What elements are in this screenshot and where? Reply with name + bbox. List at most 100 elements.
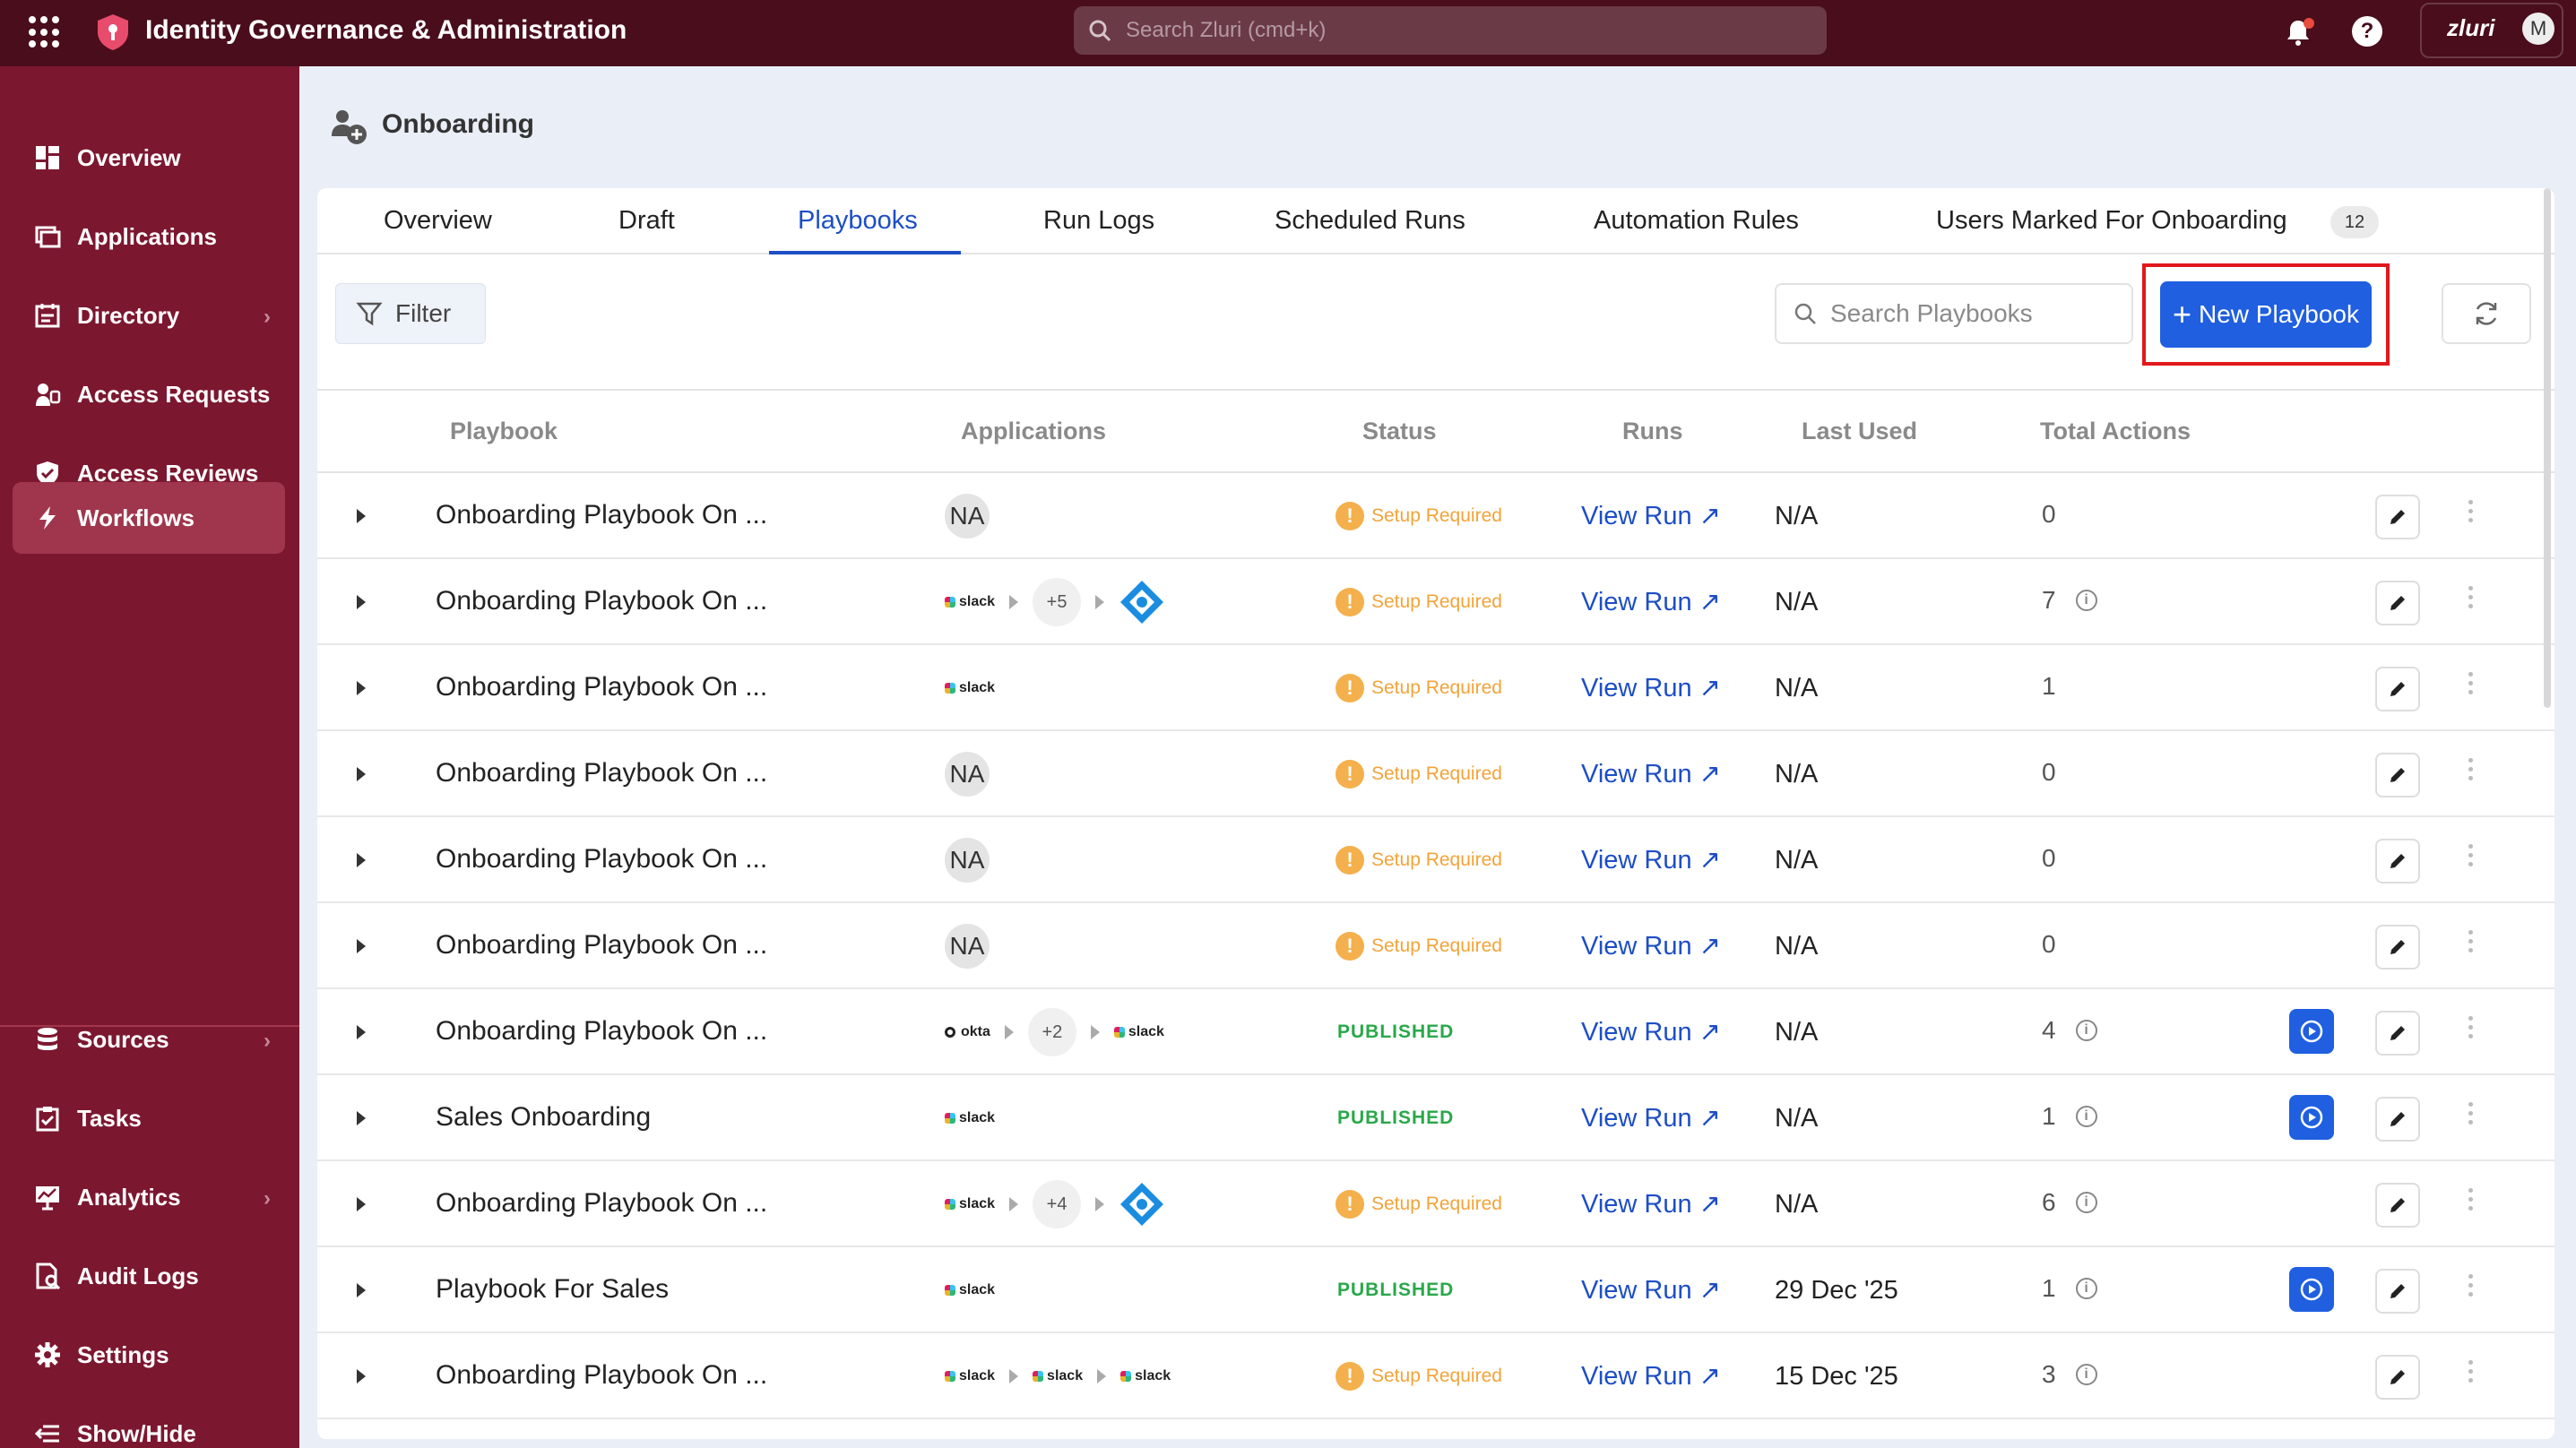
col-last-used[interactable]: Last Used bbox=[1802, 418, 1918, 444]
table-row[interactable]: Sales Onboarding slack PUBLISHED View Ru… bbox=[317, 1075, 2554, 1161]
tab-automation-rules[interactable]: Automation Rules bbox=[1594, 206, 1799, 235]
edit-button[interactable] bbox=[2375, 1097, 2420, 1142]
more-options-icon[interactable] bbox=[2468, 758, 2474, 780]
edit-button[interactable] bbox=[2375, 495, 2420, 539]
more-options-icon[interactable] bbox=[2468, 1102, 2474, 1125]
view-run-link[interactable]: View Run ↗ bbox=[1581, 932, 1721, 961]
help-icon[interactable]: ? bbox=[2352, 16, 2382, 47]
more-options-icon[interactable] bbox=[2468, 930, 2474, 952]
edit-button[interactable] bbox=[2375, 753, 2420, 797]
scrollbar[interactable] bbox=[2544, 188, 2551, 708]
more-apps-count[interactable]: +5 bbox=[1033, 578, 1082, 626]
more-apps-count[interactable]: +2 bbox=[1027, 1008, 1076, 1056]
playbook-name[interactable]: Onboarding Playbook On ... bbox=[436, 758, 768, 788]
more-options-icon[interactable] bbox=[2468, 844, 2474, 866]
view-run-link[interactable]: View Run ↗ bbox=[1581, 588, 1721, 616]
tab-scheduled-runs[interactable]: Scheduled Runs bbox=[1275, 206, 1465, 235]
col-applications[interactable]: Applications bbox=[961, 418, 1107, 444]
table-row[interactable]: Onboarding Playbook On ... NA ! Setup Req… bbox=[317, 817, 2554, 903]
playbook-name[interactable]: Onboarding Playbook On ... bbox=[436, 500, 768, 530]
filter-button[interactable]: Filter bbox=[335, 283, 486, 344]
table-row[interactable]: Onboarding Playbook On ... slack +5 ! Set… bbox=[317, 559, 2554, 645]
info-icon[interactable]: i bbox=[2075, 1192, 2097, 1213]
run-playbook-button[interactable] bbox=[2289, 1095, 2334, 1140]
table-row[interactable]: Onboarding Playbook On ... slack ! Setup … bbox=[317, 645, 2554, 731]
expand-caret-icon[interactable] bbox=[357, 1369, 366, 1383]
edit-button[interactable] bbox=[2375, 839, 2420, 883]
sidebar-item-workflows[interactable]: Workflows bbox=[13, 482, 285, 554]
sidebar-item-applications[interactable]: Applications bbox=[13, 201, 285, 272]
col-runs[interactable]: Runs bbox=[1622, 418, 1683, 444]
playbook-name[interactable]: Onboarding Playbook On ... bbox=[436, 1360, 768, 1390]
view-run-link[interactable]: View Run ↗ bbox=[1581, 1104, 1721, 1133]
run-playbook-button[interactable] bbox=[2289, 1267, 2334, 1312]
table-row[interactable]: Onboarding Playbook On ... slack +4 ! Set… bbox=[317, 1161, 2554, 1247]
tab-overview[interactable]: Overview bbox=[384, 206, 492, 235]
expand-caret-icon[interactable] bbox=[357, 509, 366, 523]
tab-draft[interactable]: Draft bbox=[618, 206, 675, 235]
col-playbook[interactable]: Playbook bbox=[450, 418, 558, 444]
expand-caret-icon[interactable] bbox=[357, 1197, 366, 1211]
view-run-link[interactable]: View Run ↗ bbox=[1581, 760, 1721, 789]
run-playbook-button[interactable] bbox=[2289, 1009, 2334, 1054]
playbook-name[interactable]: Onboarding Playbook On ... bbox=[436, 586, 768, 616]
refresh-button[interactable] bbox=[2442, 283, 2531, 344]
playbook-name[interactable]: Onboarding Playbook On ... bbox=[436, 1016, 768, 1046]
playbook-name[interactable]: Onboarding Playbook On ... bbox=[436, 1188, 768, 1218]
sidebar-item-overview[interactable]: Overview bbox=[13, 122, 285, 194]
table-row[interactable]: Playbook For Sales slack PUBLISHED View … bbox=[317, 1247, 2554, 1333]
table-row[interactable]: Onboarding Playbook On ... slack slack s… bbox=[317, 1333, 2554, 1419]
edit-button[interactable] bbox=[2375, 925, 2420, 970]
sidebar-item-tasks[interactable]: Tasks bbox=[13, 1082, 285, 1154]
sidebar-item-sources[interactable]: Sources › bbox=[13, 1004, 285, 1075]
info-icon[interactable]: i bbox=[2075, 1020, 2097, 1041]
expand-caret-icon[interactable] bbox=[357, 1025, 366, 1039]
col-total-actions[interactable]: Total Actions bbox=[2040, 418, 2191, 444]
table-row[interactable]: Onboarding Playbook On ... okta +2 slack… bbox=[317, 989, 2554, 1075]
expand-caret-icon[interactable] bbox=[357, 939, 366, 953]
app-grid-icon[interactable] bbox=[29, 16, 61, 48]
expand-caret-icon[interactable] bbox=[357, 681, 366, 695]
view-run-link[interactable]: View Run ↗ bbox=[1581, 674, 1721, 702]
new-playbook-button[interactable]: + New Playbook bbox=[2160, 281, 2372, 348]
info-icon[interactable]: i bbox=[2075, 1364, 2097, 1385]
global-search-input[interactable]: Search Zluri (cmd+k) bbox=[1074, 6, 1827, 55]
playbook-name[interactable]: Onboarding Playbook On ... bbox=[436, 930, 768, 960]
view-run-link[interactable]: View Run ↗ bbox=[1581, 1276, 1721, 1305]
org-switcher[interactable] bbox=[2420, 3, 2563, 58]
more-options-icon[interactable] bbox=[2468, 1016, 2474, 1039]
expand-caret-icon[interactable] bbox=[357, 595, 366, 609]
edit-button[interactable] bbox=[2375, 1269, 2420, 1314]
more-apps-count[interactable]: +4 bbox=[1033, 1180, 1082, 1228]
tab-run-logs[interactable]: Run Logs bbox=[1043, 206, 1155, 235]
edit-button[interactable] bbox=[2375, 1183, 2420, 1228]
info-icon[interactable]: i bbox=[2075, 590, 2097, 611]
playbook-name[interactable]: Onboarding Playbook On ... bbox=[436, 672, 768, 702]
edit-button[interactable] bbox=[2375, 581, 2420, 625]
more-options-icon[interactable] bbox=[2468, 672, 2474, 694]
view-run-link[interactable]: View Run ↗ bbox=[1581, 1362, 1721, 1391]
tab-users-marked-for-onboarding[interactable]: Users Marked For Onboarding bbox=[1936, 206, 2287, 235]
info-icon[interactable]: i bbox=[2075, 1106, 2097, 1127]
edit-button[interactable] bbox=[2375, 1011, 2420, 1056]
expand-caret-icon[interactable] bbox=[357, 853, 366, 867]
sidebar-item-audit-logs[interactable]: Audit Logs bbox=[13, 1240, 285, 1312]
col-status[interactable]: Status bbox=[1362, 418, 1437, 444]
playbook-name[interactable]: Playbook For Sales bbox=[436, 1274, 670, 1304]
more-options-icon[interactable] bbox=[2468, 1360, 2474, 1383]
sidebar-item-access-requests[interactable]: Access Requests bbox=[13, 358, 285, 430]
table-row[interactable]: Onboarding Playbook On ... NA ! Setup Req… bbox=[317, 731, 2554, 817]
playbook-name[interactable]: Onboarding Playbook On ... bbox=[436, 844, 768, 874]
expand-caret-icon[interactable] bbox=[357, 767, 366, 781]
sidebar-item-analytics[interactable]: Analytics › bbox=[13, 1161, 285, 1233]
more-options-icon[interactable] bbox=[2468, 586, 2474, 608]
view-run-link[interactable]: View Run ↗ bbox=[1581, 1018, 1721, 1047]
expand-caret-icon[interactable] bbox=[357, 1283, 366, 1297]
view-run-link[interactable]: View Run ↗ bbox=[1581, 1190, 1721, 1219]
edit-button[interactable] bbox=[2375, 1355, 2420, 1400]
table-row[interactable]: Onboarding Playbook On ... NA ! Setup Req… bbox=[317, 903, 2554, 989]
info-icon[interactable]: i bbox=[2075, 1278, 2097, 1299]
view-run-link[interactable]: View Run ↗ bbox=[1581, 846, 1721, 875]
sidebar-item-settings[interactable]: Settings bbox=[13, 1319, 285, 1391]
view-run-link[interactable]: View Run ↗ bbox=[1581, 502, 1721, 530]
